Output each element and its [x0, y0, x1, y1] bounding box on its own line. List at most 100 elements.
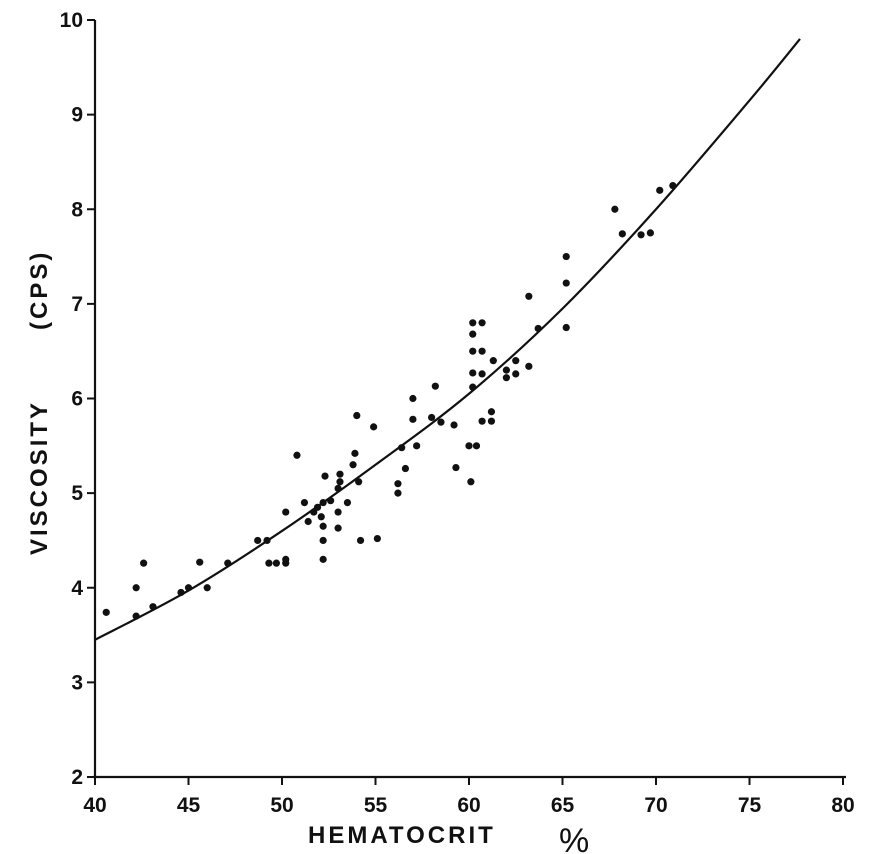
data-point [562, 323, 570, 332]
data-point [265, 559, 273, 567]
data-point [321, 472, 329, 480]
x-axis-title: HEMATOCRIT [308, 822, 496, 849]
data-point [319, 536, 327, 545]
data-point [351, 449, 359, 457]
data-point [502, 366, 510, 374]
x-tick-label: 80 [831, 794, 854, 817]
y-tick-label: 9 [71, 104, 83, 127]
data-point [401, 464, 410, 473]
data-point [656, 186, 664, 194]
data-point [465, 442, 473, 450]
x-axis-unit: % [559, 822, 589, 854]
data-point [140, 559, 148, 567]
data-point [263, 536, 271, 545]
data-point [254, 536, 262, 545]
data-point [349, 461, 357, 469]
data-point [293, 451, 301, 459]
data-point [472, 442, 481, 450]
data-point [343, 498, 352, 507]
data-point [394, 489, 402, 497]
data-point [502, 374, 510, 382]
data-point [478, 319, 486, 327]
x-tick-label: 75 [738, 794, 762, 817]
data-point [409, 415, 417, 423]
data-point [370, 423, 378, 431]
data-point [184, 584, 193, 592]
data-point [177, 588, 185, 597]
y-tick-label: 10 [60, 9, 83, 32]
x-tick-label: 70 [644, 794, 667, 817]
data-point [196, 558, 204, 566]
data-point [319, 522, 327, 530]
data-point [669, 181, 677, 190]
data-point [452, 463, 460, 472]
data-point [334, 524, 342, 532]
data-point [132, 612, 140, 620]
x-tick-label: 50 [270, 794, 293, 817]
data-point [478, 417, 486, 425]
data-point [313, 503, 322, 511]
data-point [534, 324, 542, 333]
data-point [637, 231, 645, 239]
data-point [562, 279, 570, 287]
data-point [394, 480, 402, 488]
data-point [469, 383, 477, 391]
data-point [618, 230, 626, 238]
data-point [373, 534, 381, 543]
data-point [469, 319, 477, 327]
data-point [478, 347, 486, 355]
data-point [646, 229, 654, 237]
data-point [398, 444, 406, 452]
y-axis-unit: (CPS) [26, 250, 53, 330]
data-point [355, 478, 363, 486]
data-point [353, 411, 361, 420]
data-point [487, 408, 496, 416]
x-tick-label: 40 [83, 794, 106, 817]
data-point [304, 517, 312, 526]
data-point [450, 421, 458, 429]
data-point [336, 470, 344, 478]
x-tick-label: 55 [364, 794, 388, 817]
data-point [272, 559, 280, 567]
data-point [469, 347, 477, 355]
data-point [319, 498, 327, 507]
data-point [317, 513, 325, 521]
data-point [525, 362, 533, 370]
data-point [409, 394, 417, 403]
data-point [431, 382, 439, 390]
data-point [132, 584, 140, 592]
data-point [487, 417, 496, 425]
data-point [525, 292, 533, 300]
data-point [102, 608, 110, 616]
y-axis-title: VISCOSITY [26, 400, 53, 555]
data-point [437, 418, 445, 426]
data-point [611, 205, 619, 213]
y-tick-label: 2 [71, 766, 83, 789]
data-point [428, 413, 436, 422]
data-point [300, 498, 309, 507]
y-tick-label: 3 [71, 671, 83, 694]
data-point [336, 478, 344, 486]
y-tick-label: 4 [71, 577, 83, 600]
fitted-curve [94, 38, 801, 641]
data-point [489, 357, 497, 365]
y-tick-label: 5 [71, 482, 83, 505]
data-point [334, 484, 342, 492]
y-tick-label: 8 [71, 198, 83, 221]
data-point [562, 252, 570, 261]
data-point [224, 559, 232, 567]
x-tick-label: 60 [457, 794, 480, 817]
x-ticks: 40 45 50 55 60 65 70 75 80 [83, 777, 855, 817]
y-ticks: 2 3 4 5 6 7 8 9 10 [60, 9, 95, 789]
data-point [512, 357, 520, 365]
fitted-curve-layer [94, 38, 801, 641]
y-tick-label: 7 [71, 293, 83, 316]
data-point [319, 555, 327, 563]
data-point [512, 370, 520, 378]
data-point [334, 508, 342, 516]
data-point [282, 508, 290, 516]
data-point [356, 536, 365, 545]
x-tick-label: 65 [551, 794, 575, 817]
data-point [149, 603, 157, 611]
data-point [203, 584, 211, 592]
